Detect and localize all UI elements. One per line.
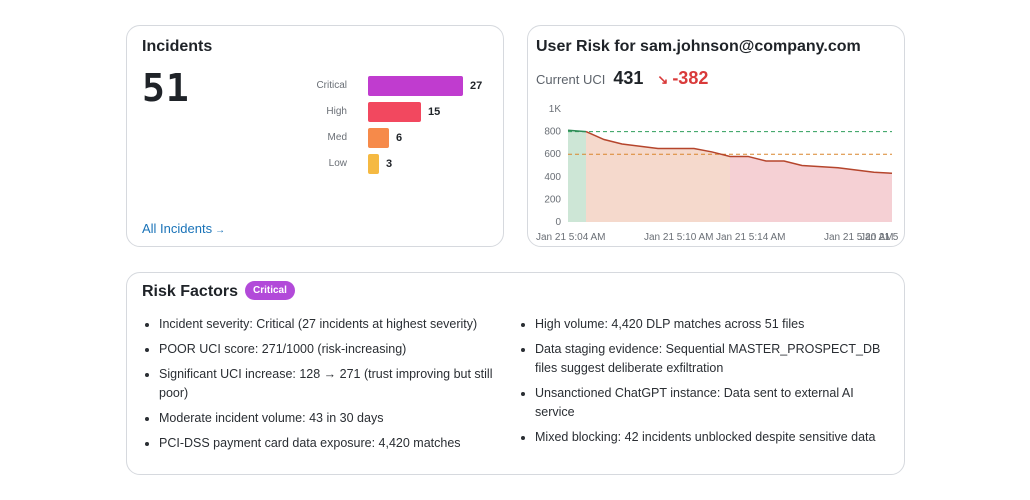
severity-count: 3 <box>386 158 393 170</box>
risk-factors-title: Risk Factors <box>142 283 239 300</box>
risk-factors-left-list: Incident severity: Critical (27 incident… <box>143 315 505 459</box>
x-tick-label: Jan 21 5:04 AM <box>536 232 606 243</box>
x-tick-label: Jan 21 5:20 AM <box>824 232 894 243</box>
uci-delta: ↘ -382 <box>657 68 708 89</box>
severity-label: Low <box>328 158 347 169</box>
severity-bar[interactable] <box>368 102 421 122</box>
risk-factor-item: High volume: 4,420 DLP matches across 51… <box>519 315 891 334</box>
uci-summary: Current UCI 431 ↘ -382 <box>536 68 708 89</box>
severity-count: 6 <box>396 132 403 144</box>
y-tick-label: 600 <box>544 149 561 160</box>
user-risk-card: User Risk for sam.johnson@company.com Cu… <box>527 25 905 247</box>
risk-zone-area <box>730 156 892 222</box>
severity-bar[interactable] <box>368 154 379 174</box>
severity-count: 27 <box>470 80 483 92</box>
uci-trend-chart: 0 200 400 600 800 1K Jan 21 5:04 AM Jan 21 5:10… <box>536 104 899 243</box>
all-incidents-link[interactable]: All Incidents → <box>142 221 225 236</box>
risk-factors-right-list: High volume: 4,420 DLP matches across 51… <box>519 315 891 453</box>
current-uci-value: 431 <box>613 68 644 88</box>
risk-factor-item: PCI-DSS payment card data exposure: 4,42… <box>143 434 505 453</box>
severity-bar[interactable] <box>368 128 389 148</box>
severity-bar-row: Med 6 <box>307 128 497 148</box>
uci-line-safe <box>567 129 587 133</box>
x-tick-label: Jan 21 5 <box>860 232 899 243</box>
severity-label: High <box>326 106 347 117</box>
y-tick-label: 200 <box>544 194 561 205</box>
severity-bar-row: High 15 <box>307 102 497 122</box>
uci-delta-value: -382 <box>672 68 709 88</box>
risk-factor-item: Mixed blocking: 42 incidents unblocked d… <box>519 428 891 447</box>
all-incidents-label: All Incidents <box>142 221 213 236</box>
risk-factor-item: Significant UCI increase: 128 → 271 (tru… <box>143 365 505 403</box>
severity-badge: Critical <box>245 281 295 300</box>
severity-bar-row: Critical 27 <box>307 76 497 96</box>
trend-down-icon: ↘ <box>657 72 669 87</box>
severity-count: 15 <box>428 106 441 118</box>
x-tick-label: Jan 21 5:10 AM <box>644 232 714 243</box>
incidents-total: 51 <box>142 66 190 110</box>
y-tick-label: 0 <box>555 217 561 228</box>
y-tick-label: 1K <box>549 104 562 115</box>
incidents-card: Incidents 51 Critical 27 High 15 Med 6 Low 3 Al… <box>126 25 504 247</box>
severity-label: Critical <box>316 80 347 91</box>
user-risk-title: User Risk for sam.johnson@company.com <box>536 38 861 55</box>
risk-factor-item: Moderate incident volume: 43 in 30 days <box>143 409 505 428</box>
severity-bar-chart: Critical 27 High 15 Med 6 Low 3 <box>307 76 497 180</box>
risk-factor-item: Incident severity: Critical (27 incident… <box>143 315 505 334</box>
risk-factor-item: Data staging evidence: Sequential MASTER… <box>519 340 891 378</box>
incidents-title: Incidents <box>142 38 213 55</box>
uci-line-risk <box>585 130 893 175</box>
y-tick-label: 400 <box>544 172 561 183</box>
risk-zone-area <box>568 130 586 222</box>
risk-factor-item: POOR UCI score: 271/1000 (risk-increasin… <box>143 340 505 359</box>
y-tick-label: 800 <box>544 127 561 138</box>
arrow-right-icon: → <box>215 225 226 236</box>
current-uci-label: Current UCI <box>536 72 606 87</box>
severity-label: Med <box>327 132 347 143</box>
severity-bar[interactable] <box>368 76 463 96</box>
risk-factor-item: Unsanctioned ChatGPT instance: Data sent… <box>519 384 891 422</box>
risk-factors-card: Risk Factors Critical Incident severity:… <box>126 272 905 475</box>
severity-bar-row: Low 3 <box>307 154 497 174</box>
x-tick-label: Jan 21 5:14 AM <box>716 232 786 243</box>
risk-zone-area <box>586 131 730 222</box>
